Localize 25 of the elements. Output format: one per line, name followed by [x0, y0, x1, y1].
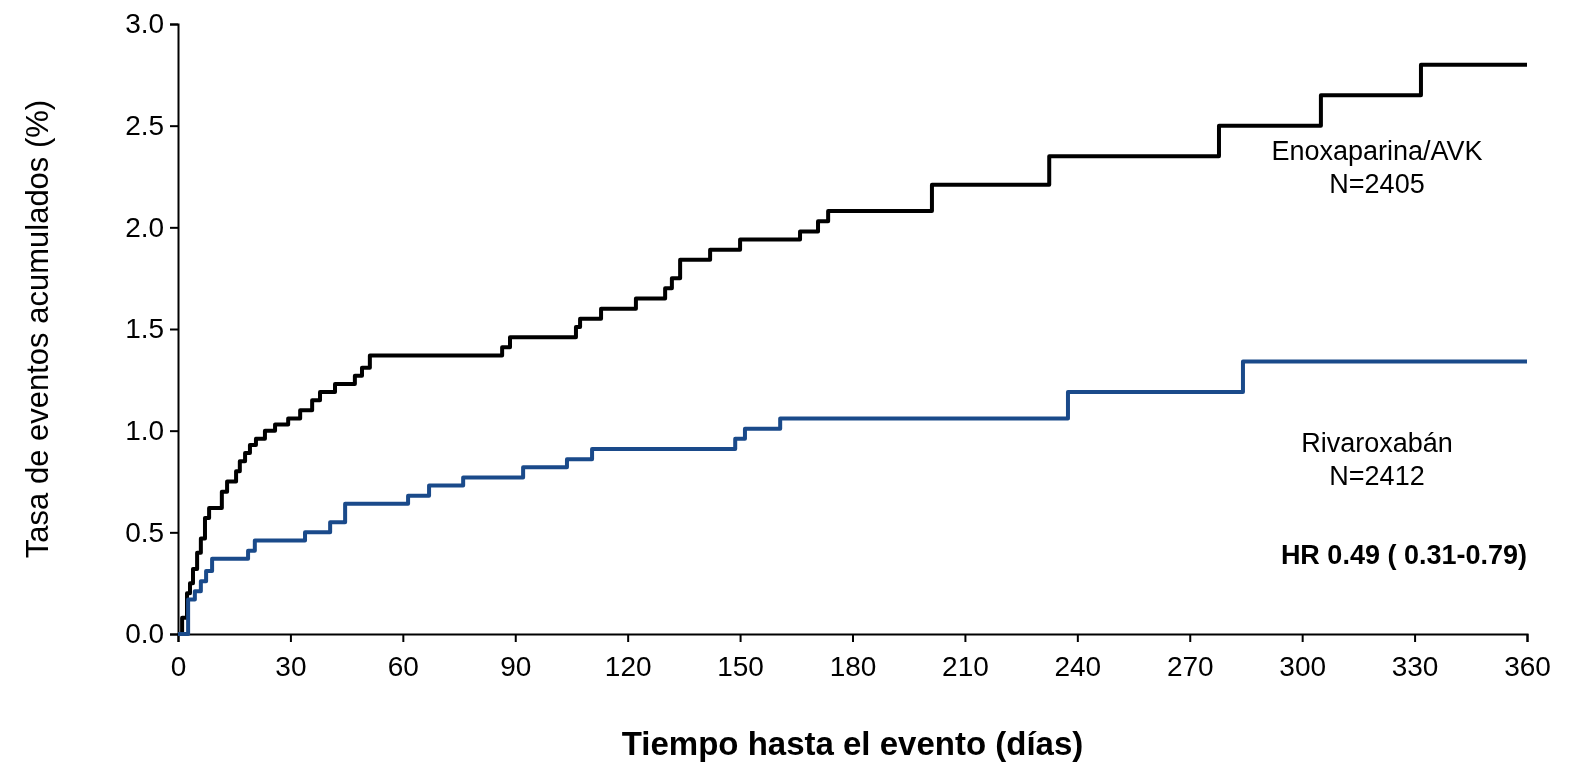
- y-tick-label: 3.0: [125, 8, 165, 40]
- series-label: Enoxaparina/AVK N=2405: [1271, 135, 1483, 200]
- x-tick-label: 300: [1279, 650, 1327, 682]
- y-tick-label: 0.0: [125, 618, 165, 650]
- x-tick-label: 120: [604, 650, 652, 682]
- x-tick-label: 30: [275, 650, 307, 682]
- y-tick-label: 0.5: [125, 516, 165, 548]
- x-tick-label: 60: [387, 650, 419, 682]
- y-tick-label: 1.0: [125, 415, 165, 447]
- x-tick-label: 360: [1504, 650, 1551, 682]
- x-tick-label: 270: [1166, 650, 1214, 682]
- y-tick-label: 2.0: [125, 211, 165, 243]
- y-tick-label: 2.5: [125, 110, 165, 142]
- x-tick-label: 180: [829, 650, 877, 682]
- x-tick-label: 240: [1054, 650, 1102, 682]
- y-tick-label: 1.5: [125, 313, 165, 345]
- x-axis-title: Tiempo hasta el evento (días): [621, 725, 1084, 762]
- y-axis-title: Tasa de eventos acumulados (%): [20, 99, 55, 559]
- x-tick-label: 210: [942, 650, 989, 682]
- x-tick-label: 150: [717, 650, 764, 682]
- x-tick-label: 0: [170, 650, 187, 682]
- annotation: HR 0.49 ( 0.31-0.79): [1280, 540, 1527, 570]
- text: Rivaroxabán N=2412: [1301, 427, 1453, 492]
- x-tick-label: 330: [1391, 650, 1439, 682]
- x-tick-label: 90: [500, 650, 532, 682]
